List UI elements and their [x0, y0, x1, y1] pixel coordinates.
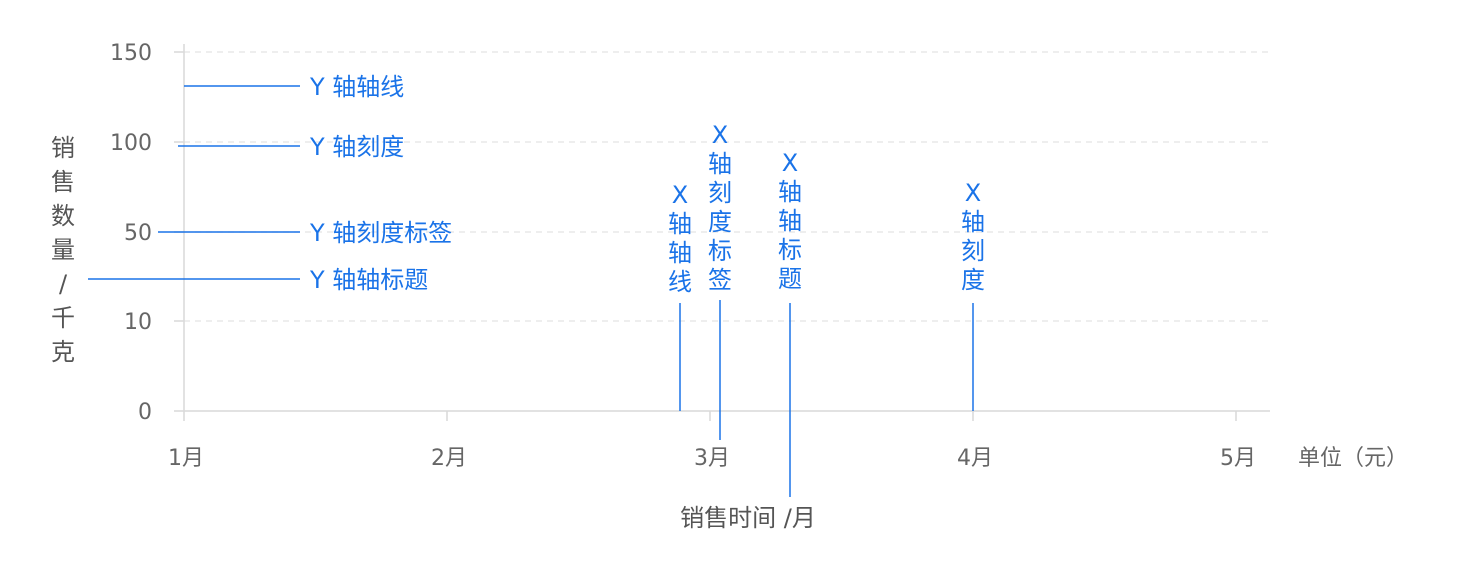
annotation-y-axis-line-label: Y 轴轴线 [309, 73, 404, 101]
annotation-y-tick-label: Y 轴刻度 [309, 133, 404, 161]
annotation-x-tick-label: X 轴刻度 [961, 179, 985, 294]
y-tick-label: 10 [124, 310, 152, 335]
annotation-x-axis-title-label: X 轴轴标题 [778, 149, 802, 293]
annotation-y-tick-label-label: Y 轴刻度标签 [309, 219, 452, 247]
x-axis-unit: 单位（元） [1298, 446, 1408, 471]
x-tick-label: 2月 [431, 446, 467, 471]
y-tick-label: 0 [138, 400, 152, 425]
y-tick-label: 100 [110, 131, 152, 156]
y-axis-title: 销售数量/千克 [51, 134, 75, 366]
annotation-x-tick-label-label: X 轴刻度标签 [708, 121, 732, 294]
x-tick-label: 1月 [168, 446, 204, 471]
y-tick-label: 50 [124, 221, 152, 246]
x-axis-title: 销售时间 /月 [680, 504, 816, 532]
x-tick-label: 3月 [694, 446, 730, 471]
x-tick-label: 4月 [957, 446, 993, 471]
annotation-x-axis-line-label: X 轴轴线 [668, 181, 692, 296]
x-tick-label: 5月 [1220, 446, 1256, 471]
annotation-y-axis-title-label: Y 轴轴标题 [309, 266, 428, 294]
y-tick-label: 150 [110, 41, 152, 66]
